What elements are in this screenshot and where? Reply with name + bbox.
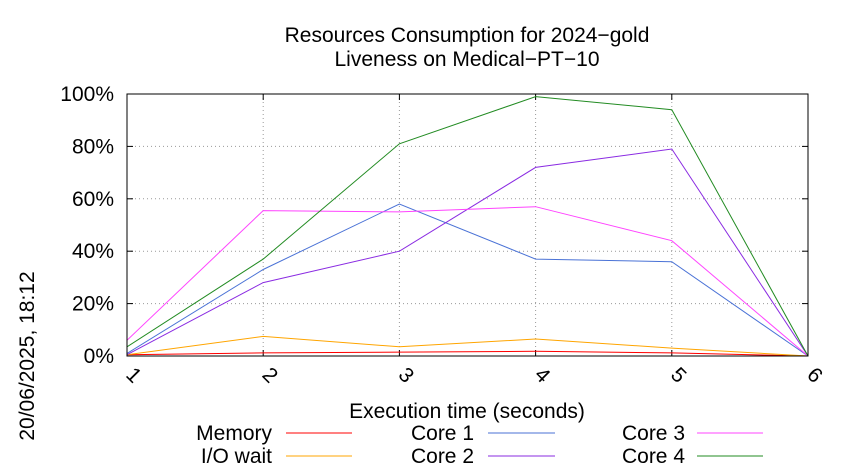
legend-label: Core 3 [622, 422, 685, 445]
x-axis-label: Execution time (seconds) [349, 400, 585, 423]
x-axis-ticks: 1 2 3 4 5 6 [121, 94, 827, 388]
legend-label: Core 2 [411, 445, 474, 468]
x-tick-label: 3 [394, 363, 419, 388]
x-tick-label: 2 [258, 363, 283, 388]
y-tick-label: 0% [84, 345, 114, 368]
legend-label: Memory [196, 422, 272, 445]
legend-label: Core 4 [622, 445, 685, 468]
series-line-3 [126, 203, 809, 357]
series-lines [126, 96, 809, 357]
grid-lines [127, 94, 808, 356]
chart-title: Resources Consumption for 2024−gold [285, 24, 650, 47]
series-line-6 [126, 96, 809, 357]
x-tick-label: 4 [530, 363, 555, 388]
y-axis-ticks: 0% 20% 40% 60% 80% 100% [60, 83, 808, 368]
chart-subtitle: Liveness on Medical−PT−10 [335, 48, 600, 71]
timestamp-label: 20/06/2025, 18:12 [16, 271, 39, 440]
series-line-2 [126, 335, 809, 357]
y-tick-label: 60% [72, 188, 114, 211]
legend-label: I/O wait [201, 445, 272, 468]
y-tick-label: 40% [72, 240, 114, 263]
y-tick-label: 20% [72, 293, 114, 316]
x-tick-label: 6 [802, 363, 827, 388]
legend-label: Core 1 [411, 422, 474, 445]
series-line-1 [126, 350, 809, 357]
x-tick-label: 1 [121, 363, 146, 388]
series-line-5 [126, 206, 809, 357]
y-tick-label: 100% [60, 83, 114, 106]
series-line-4 [126, 148, 809, 357]
plot-frame [126, 93, 809, 357]
y-tick-label: 80% [72, 135, 114, 158]
x-tick-label: 5 [666, 363, 691, 388]
